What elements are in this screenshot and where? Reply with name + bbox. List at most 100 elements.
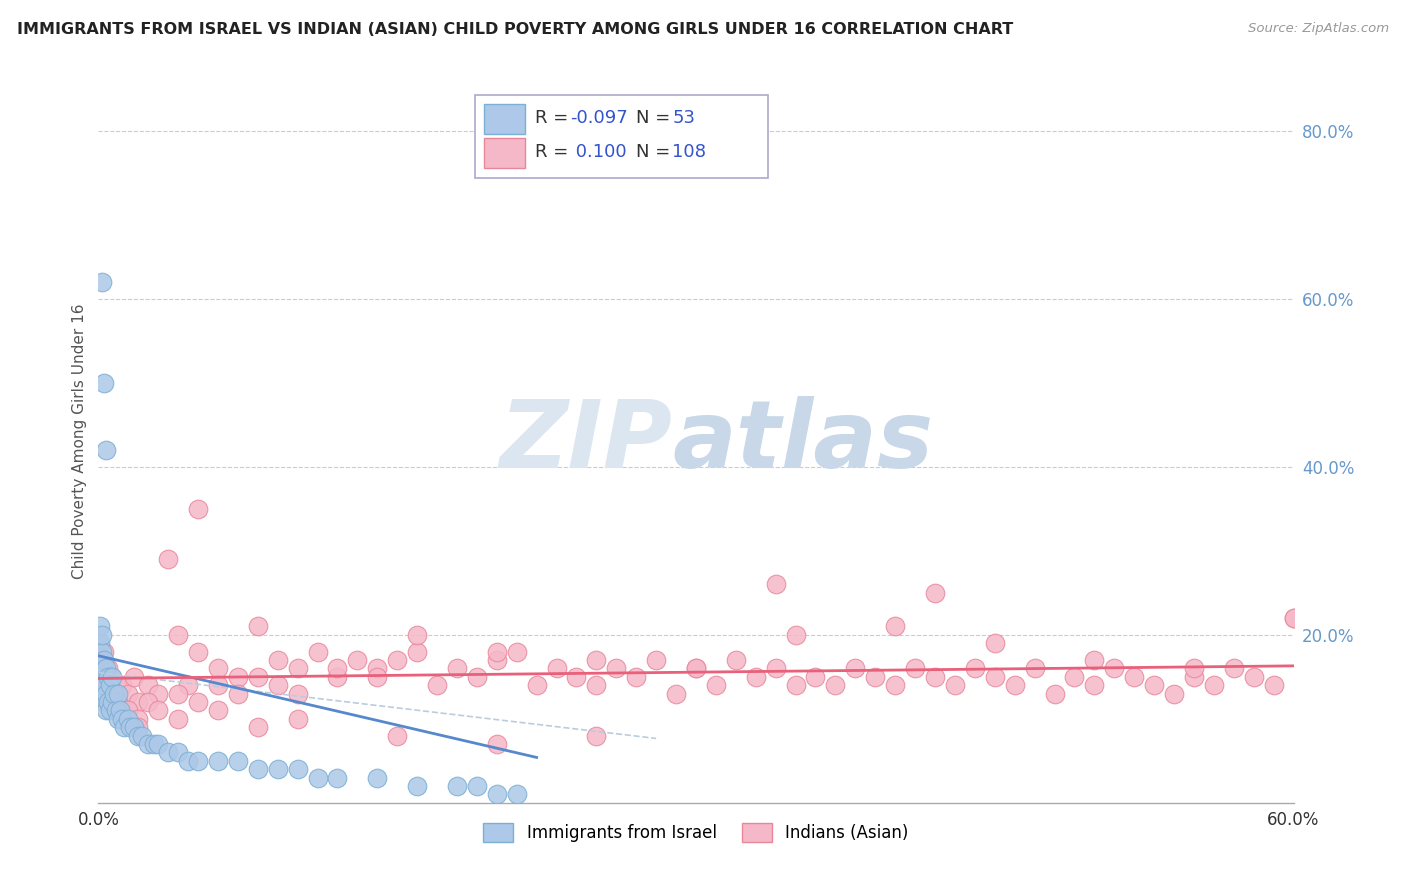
Point [98,703,122,717]
Point [685,661,707,675]
Point [485,737,508,751]
Point [136,678,159,692]
Point [103,687,125,701]
Point [117,712,139,726]
Point [93,653,115,667]
Point [1083,653,1105,667]
Point [745,670,768,684]
Point [207,661,229,675]
Point [97,695,120,709]
Text: 53: 53 [672,109,695,127]
Point [187,754,209,768]
Point [665,687,688,701]
Point [226,687,249,701]
Point [924,670,946,684]
Point [89,636,111,650]
Point [485,653,508,667]
Point [148,703,170,717]
Point [366,771,388,785]
Point [785,628,807,642]
Point [143,737,166,751]
Point [97,661,120,675]
FancyBboxPatch shape [485,138,524,169]
Point [120,720,142,734]
Text: R =: R = [534,109,574,127]
Point [97,687,120,701]
Point [207,678,229,692]
Point [167,745,190,759]
Point [93,678,115,692]
Point [1123,670,1146,684]
Point [89,619,111,633]
Point [724,653,747,667]
Point [1004,678,1026,692]
Point [267,678,290,692]
Point [963,661,986,675]
Point [765,577,787,591]
Point [107,695,129,709]
Point [105,678,128,692]
Point [287,712,309,726]
Point [111,712,134,726]
Point [207,703,229,717]
Point [177,754,200,768]
Point [117,703,139,717]
Point [485,788,508,802]
Point [131,729,153,743]
Point [326,670,349,684]
Text: 0.100: 0.100 [571,143,627,161]
Point [187,644,209,658]
Point [91,687,114,701]
Point [89,653,111,667]
Point [704,678,727,692]
Point [943,678,966,692]
Point [127,695,149,709]
Point [984,670,1007,684]
Point [136,737,159,751]
Point [307,771,329,785]
Point [91,628,114,642]
Point [785,678,807,692]
Point [96,442,118,457]
Point [91,275,114,289]
FancyBboxPatch shape [475,95,768,178]
Point [287,762,309,776]
Point [107,695,129,709]
Text: N =: N = [637,109,676,127]
Point [1182,670,1205,684]
Point [105,703,128,717]
Point [546,661,568,675]
Point [112,720,135,734]
Point [127,729,149,743]
Point [127,712,149,726]
Point [226,754,249,768]
Point [97,670,120,684]
Point [1182,661,1205,675]
Text: ZIP: ZIP [499,395,672,488]
Point [326,661,349,675]
Point [246,670,269,684]
Point [148,737,170,751]
Text: R =: R = [534,143,574,161]
Point [1263,678,1285,692]
Point [1243,670,1265,684]
Point [89,670,111,684]
Point [136,695,159,709]
Point [366,661,388,675]
Point [406,779,429,793]
Point [385,729,409,743]
Point [96,670,118,684]
Point [91,644,114,658]
Point [884,619,907,633]
Point [107,687,129,701]
Point [107,712,129,726]
Point [1063,670,1085,684]
Point [96,687,118,701]
Point [465,670,488,684]
Point [1083,678,1105,692]
Point [465,779,488,793]
Point [1282,611,1305,625]
Point [93,695,115,709]
Point [127,720,149,734]
Point [865,670,887,684]
